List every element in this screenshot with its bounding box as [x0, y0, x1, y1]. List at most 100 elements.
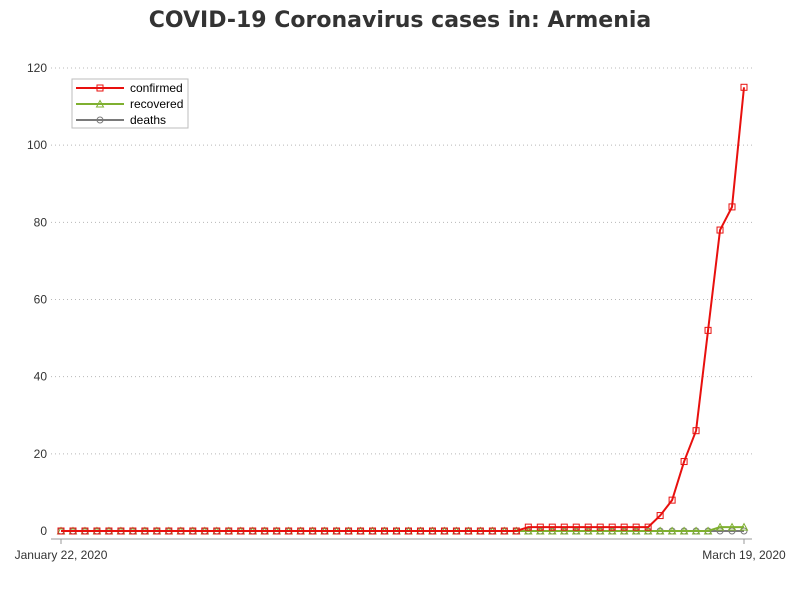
- confirmed-point: [620, 523, 628, 531]
- confirmed-point: [716, 226, 724, 234]
- recovered-point: [655, 526, 665, 535]
- recovered-point: [583, 526, 593, 535]
- confirmed-point: [321, 527, 329, 535]
- y-tick-label: 0: [40, 524, 47, 538]
- confirmed-point: [105, 527, 113, 535]
- recovered-point: [559, 526, 569, 535]
- recovered-point: [607, 526, 617, 535]
- confirmed-point: [369, 527, 377, 535]
- series-recovered: [56, 522, 749, 535]
- series-confirmed: [57, 83, 748, 535]
- confirmed-point: [632, 523, 640, 531]
- confirmed-point: [297, 527, 305, 535]
- y-tick-label: 100: [27, 138, 47, 152]
- recovered-point: [667, 526, 677, 535]
- recovered-point: [571, 526, 581, 535]
- confirmed-point: [524, 523, 532, 531]
- confirmed-point: [213, 527, 221, 535]
- grid-lines: [51, 67, 752, 455]
- confirmed-point: [141, 527, 149, 535]
- recovered-point: [631, 526, 641, 535]
- confirmed-point: [345, 527, 353, 535]
- recovered-point: [643, 526, 653, 535]
- confirmed-point: [404, 527, 412, 535]
- confirmed-point: [309, 527, 317, 535]
- legend-label-recovered: recovered: [130, 97, 183, 111]
- confirmed-point: [548, 523, 556, 531]
- legend-label-deaths: deaths: [130, 113, 166, 127]
- y-tick-label: 60: [34, 293, 48, 307]
- confirmed-point: [452, 527, 460, 535]
- confirmed-point: [584, 523, 592, 531]
- confirmed-point: [536, 523, 544, 531]
- legend-label-confirmed: confirmed: [130, 81, 183, 95]
- y-tick-label: 40: [34, 370, 48, 384]
- y-tick-label: 120: [27, 61, 47, 75]
- x-tick-label: January 22, 2020: [15, 548, 108, 562]
- recovered-point: [727, 522, 737, 531]
- confirmed-point: [644, 523, 652, 531]
- confirmed-point: [357, 527, 365, 535]
- confirmed-point: [668, 496, 676, 504]
- confirmed-point: [440, 527, 448, 535]
- confirmed-point: [608, 523, 616, 531]
- confirmed-point: [261, 527, 269, 535]
- confirmed-line: [61, 87, 745, 532]
- confirmed-point: [596, 523, 604, 531]
- confirmed-point: [129, 527, 137, 535]
- confirmed-point: [704, 326, 712, 334]
- confirmed-point: [680, 458, 688, 466]
- recovered-point: [547, 526, 557, 535]
- series-group: [56, 83, 749, 535]
- recovered-point: [703, 526, 713, 535]
- confirmed-point: [464, 527, 472, 535]
- y-tick-label: 80: [34, 215, 48, 229]
- confirmed-point: [177, 527, 185, 535]
- confirmed-point: [201, 527, 209, 535]
- recovered-point: [535, 526, 545, 535]
- legend-marker-recovered: [95, 99, 105, 108]
- confirmed-point: [69, 527, 77, 535]
- confirmed-point: [572, 523, 580, 531]
- confirmed-point: [189, 527, 197, 535]
- confirmed-point: [381, 527, 389, 535]
- confirmed-point: [153, 527, 161, 535]
- recovered-point: [679, 526, 689, 535]
- x-axis: January 22, 2020 March 19, 2020: [15, 538, 786, 562]
- confirmed-point: [225, 527, 233, 535]
- recovered-point: [691, 526, 701, 535]
- confirmed-point: [476, 527, 484, 535]
- y-axis: 0 20 40 60 80 100 120: [27, 61, 47, 538]
- confirmed-point: [333, 527, 341, 535]
- confirmed-point: [500, 527, 508, 535]
- confirmed-point: [656, 512, 664, 520]
- confirmed-point: [93, 527, 101, 535]
- confirmed-point: [428, 527, 436, 535]
- recovered-point: [715, 522, 725, 531]
- legend: confirmed recovered deaths: [71, 78, 189, 129]
- confirmed-point: [488, 527, 496, 535]
- x-tick-label: March 19, 2020: [702, 548, 786, 562]
- confirmed-point: [512, 527, 520, 535]
- confirmed-point: [237, 527, 245, 535]
- confirmed-point: [416, 527, 424, 535]
- confirmed-point: [273, 527, 281, 535]
- y-tick-label: 20: [34, 447, 48, 461]
- legend-marker-confirmed: [96, 84, 104, 92]
- confirmed-point: [57, 527, 65, 535]
- recovered-point: [595, 526, 605, 535]
- confirmed-point: [560, 523, 568, 531]
- confirmed-point: [393, 527, 401, 535]
- legend-marker-deaths: [96, 116, 104, 124]
- confirmed-point: [165, 527, 173, 535]
- confirmed-point: [285, 527, 293, 535]
- chart-title: COVID-19 Coronavirus cases in: Armenia: [148, 8, 652, 33]
- confirmed-point: [728, 203, 736, 211]
- confirmed-point: [249, 527, 257, 535]
- recovered-point: [619, 526, 629, 535]
- confirmed-point: [117, 527, 125, 535]
- recovered-point: [739, 522, 749, 531]
- confirmed-point: [740, 83, 748, 91]
- confirmed-point: [692, 427, 700, 435]
